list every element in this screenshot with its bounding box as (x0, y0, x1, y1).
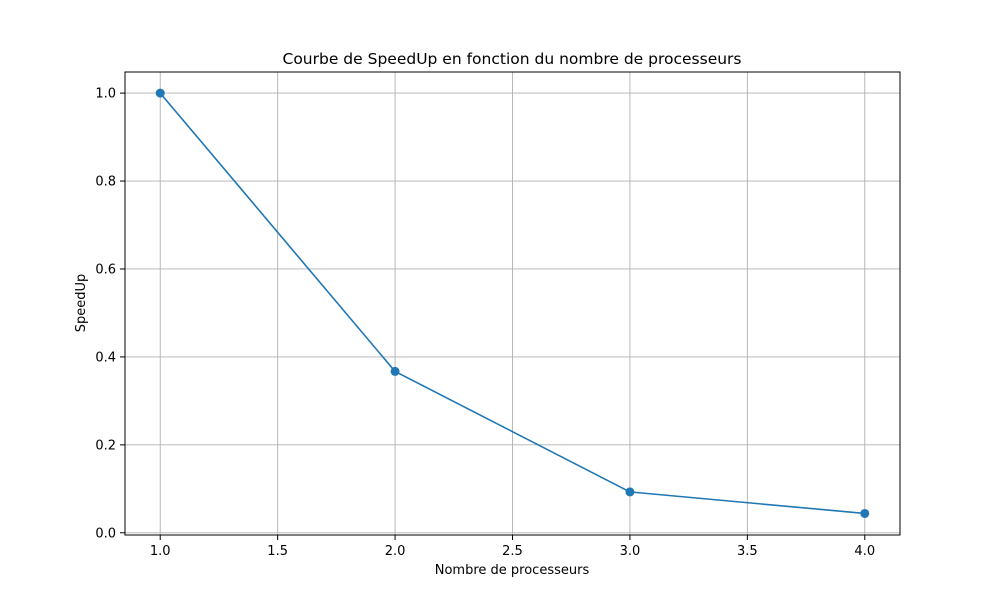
series-line (159, 92, 865, 515)
y-tick-label: 0.4 (95, 350, 116, 365)
chart-title: Courbe de SpeedUp en fonction du nombre … (283, 50, 742, 68)
y-tick-label: 0.2 (95, 438, 116, 453)
data-point (390, 366, 400, 376)
data-point (155, 88, 165, 98)
series-layer (155, 88, 870, 518)
x-tick-label: 3.0 (620, 544, 641, 559)
x-axis-label: Nombre de processeurs (435, 563, 590, 578)
x-tick-label: 2.0 (385, 544, 406, 559)
x-tick-label: 2.5 (502, 544, 523, 559)
data-point (625, 487, 635, 497)
grid (125, 72, 900, 535)
data-point (860, 508, 870, 518)
y-tick-label: 1.0 (95, 87, 116, 102)
y-axis-ticks: 0.0 0.2 0.4 0.6 0.8 1.0 (95, 87, 125, 541)
x-tick-label: 1.0 (150, 544, 171, 559)
y-tick-label: 0.0 (95, 526, 116, 541)
x-axis-ticks: 1.0 1.5 2.0 2.5 3.0 3.5 4.0 (150, 535, 875, 559)
y-tick-label: 0.8 (95, 175, 116, 190)
y-axis-label: SpeedUp (74, 274, 89, 333)
x-tick-label: 3.5 (737, 544, 758, 559)
x-tick-label: 1.5 (267, 544, 288, 559)
x-tick-label: 4.0 (854, 544, 875, 559)
y-tick-label: 0.6 (95, 262, 116, 277)
